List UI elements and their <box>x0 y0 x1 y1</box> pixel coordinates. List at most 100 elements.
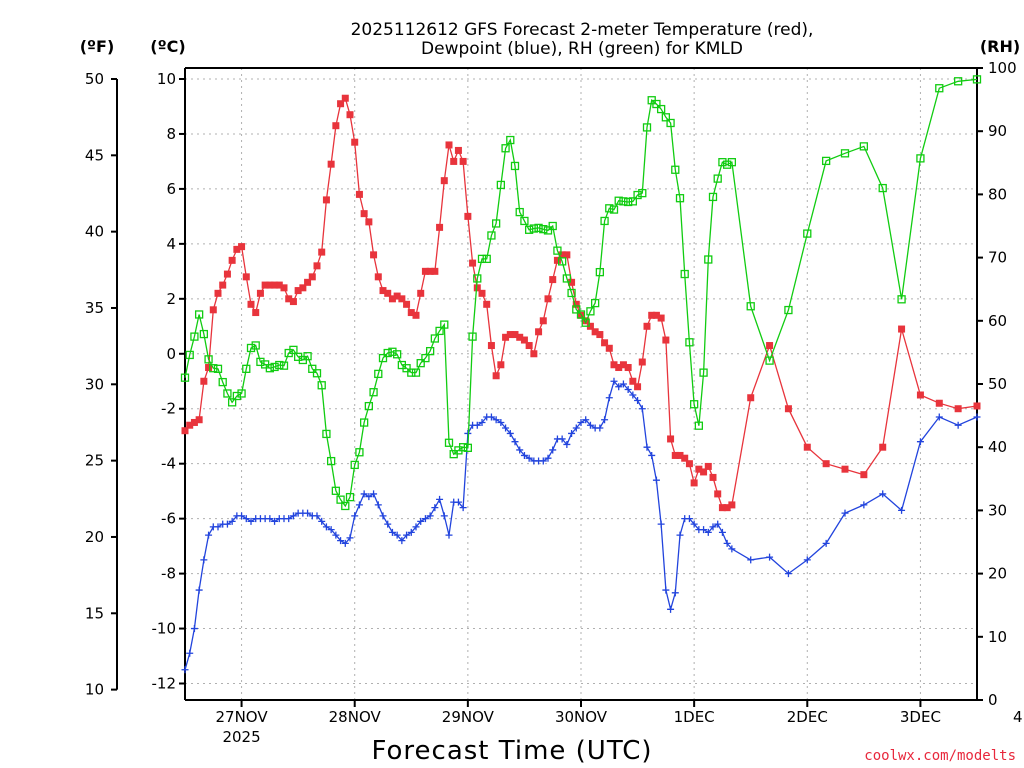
dewpoint-point <box>238 512 246 520</box>
rh-point <box>350 460 359 470</box>
temperature-point <box>370 251 378 259</box>
temperature-point <box>558 251 566 259</box>
temperature-point <box>332 122 340 130</box>
temperature-point <box>916 391 924 399</box>
rh-point <box>694 421 704 430</box>
dewpoint-point <box>563 440 571 448</box>
x-tick-sublabel: 2025 <box>222 728 260 746</box>
rh-point <box>270 362 279 372</box>
rh-tick-label: 0 <box>988 691 998 709</box>
dewpoint-point <box>544 454 552 462</box>
rh-point <box>878 183 887 193</box>
temperature-point <box>412 311 420 319</box>
rh-point <box>194 310 204 319</box>
rh-point <box>326 456 336 466</box>
celsius-tick-label: 10 <box>157 70 176 88</box>
temperature-point <box>478 289 486 297</box>
rh-point <box>473 274 482 283</box>
rh-point <box>638 188 647 198</box>
temperature-point <box>417 289 425 297</box>
dewpoint-point <box>195 586 203 594</box>
temperature-point <box>403 300 411 308</box>
rh-point <box>190 332 199 341</box>
rh-point <box>496 180 506 190</box>
dewpoint-point <box>685 515 693 523</box>
rh-point <box>652 99 661 109</box>
rh-point <box>916 154 925 163</box>
rh-point <box>388 347 397 356</box>
temperature-point <box>355 190 363 198</box>
rh-point <box>609 205 619 214</box>
dewpoint-point <box>365 493 373 501</box>
rh-point <box>548 221 557 231</box>
temperature-point <box>582 317 590 325</box>
dewpoint-point <box>916 438 924 446</box>
celsius-tick-label: -6 <box>161 510 176 528</box>
temperature-point <box>803 443 811 451</box>
fahrenheit-unit-label: (ºF) <box>80 37 115 56</box>
temperature-point <box>615 364 623 372</box>
temperature-point <box>841 465 849 473</box>
temperature-point <box>572 300 580 308</box>
temperature-point <box>549 276 557 284</box>
x-tick-label: 29NOV <box>442 708 495 726</box>
rh-point <box>619 197 628 206</box>
rh-point <box>289 345 298 355</box>
dewpoint-point <box>374 501 382 509</box>
rh-point <box>567 288 576 298</box>
dewpoint-point <box>954 421 962 429</box>
temperature-point <box>351 138 359 146</box>
dewpoint-point <box>492 416 500 424</box>
dewpoint-point <box>766 553 774 561</box>
rh-point <box>303 352 312 361</box>
temperature-point <box>766 342 774 350</box>
rh-point <box>444 438 454 447</box>
dewpoint-point <box>841 509 849 517</box>
temperature-point <box>431 267 439 275</box>
dewpoint-point <box>803 556 811 564</box>
temperature-point <box>648 311 656 319</box>
rh-point <box>312 369 322 378</box>
temperature-point <box>346 111 354 119</box>
dewpoint-point <box>662 586 670 594</box>
rh-point <box>468 332 477 341</box>
rh-point <box>232 391 242 401</box>
rh-point <box>746 302 755 311</box>
rh-point <box>685 338 694 347</box>
rh-tick-label: 40 <box>988 438 1007 456</box>
rh-point <box>562 274 572 283</box>
temperature-point <box>407 309 415 317</box>
rh-point <box>524 225 534 234</box>
dewpoint-point <box>355 501 363 509</box>
rh-point <box>256 357 265 367</box>
rh-point <box>704 255 713 264</box>
grid-lines <box>185 68 977 700</box>
dewpoint-point <box>714 520 722 528</box>
temperature-point <box>601 339 609 347</box>
temperature-point <box>511 331 519 339</box>
chart-axes <box>111 67 983 707</box>
dewpoint-point <box>728 545 736 553</box>
celsius-tick-label: 2 <box>166 290 176 308</box>
dewpoint-point <box>667 605 675 613</box>
temperature-point <box>723 504 731 512</box>
temperature-point <box>638 358 646 366</box>
temperature-point <box>497 361 505 369</box>
rh-point <box>411 368 421 377</box>
rh-point <box>341 501 350 511</box>
temperature-point <box>704 462 712 470</box>
rh-point <box>689 400 699 409</box>
rh-point <box>633 190 642 200</box>
dewpoint-point <box>549 446 557 454</box>
dewpoint-point <box>860 501 868 509</box>
dewpoint-point <box>610 377 618 385</box>
rh-point <box>251 341 260 350</box>
temperature-point <box>685 460 693 468</box>
rh-point <box>383 348 392 358</box>
rh-point <box>322 429 331 439</box>
credit-text: coolwx.com/modelts <box>864 748 1016 764</box>
x-tick-label: 28NOV <box>329 708 382 726</box>
temperature-point <box>247 300 255 308</box>
celsius-tick-label: -10 <box>152 620 177 638</box>
rh-point <box>218 377 227 387</box>
